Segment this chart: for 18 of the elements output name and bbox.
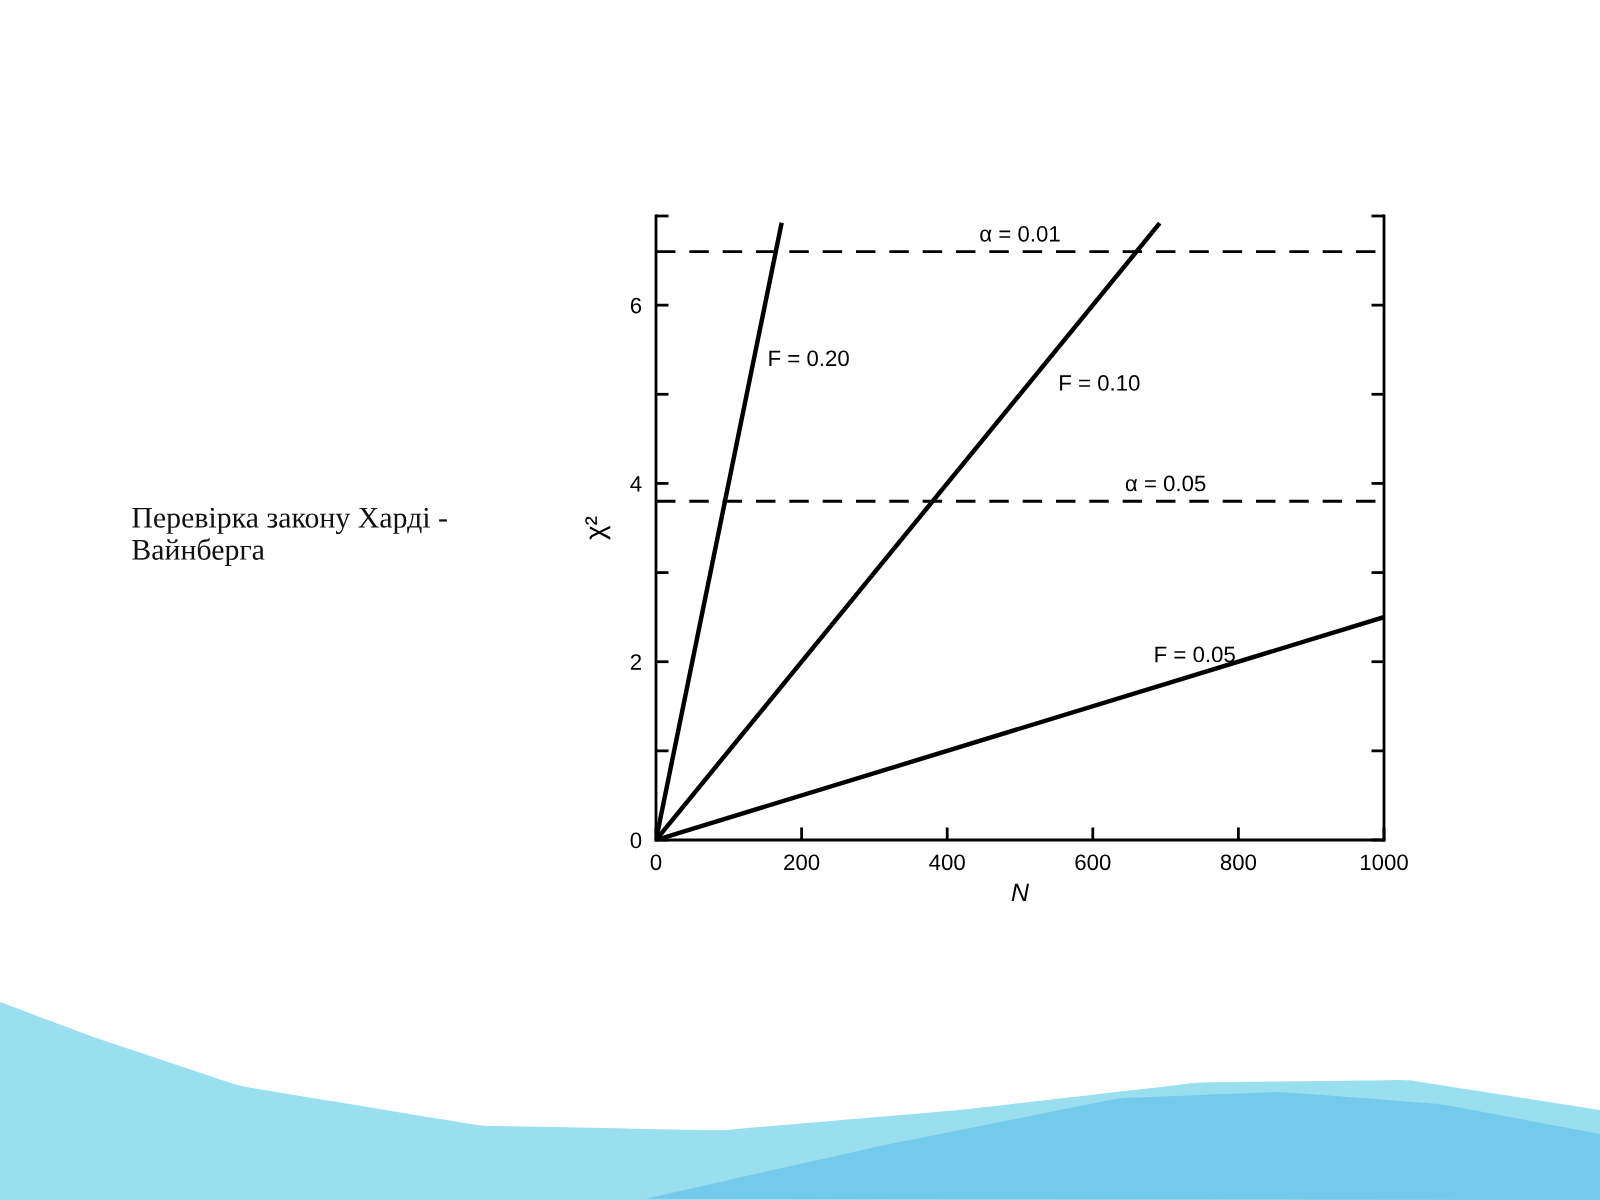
series-label: F = 0.05 (1155, 646, 1235, 663)
y-axis-title: χ² (585, 516, 611, 540)
x-tick-label: 400 (929, 854, 965, 871)
y-tick-label: 0 (630, 832, 642, 849)
x-tick-label: 200 (784, 854, 820, 871)
x-tick-label: 1000 (1360, 854, 1408, 871)
series-label: F = 0.20 (769, 350, 849, 367)
series-label: F = 0.10 (1060, 375, 1140, 391)
annotation: α = 0.05 (1125, 475, 1206, 492)
y-tick-label: 2 (630, 654, 641, 670)
text: Перевірка закону Харді - Вайнберга (132, 507, 447, 566)
annotation: α = 0.01 (980, 225, 1060, 242)
y-tick-label: 4 (630, 476, 642, 492)
x-tick-label: 800 (1220, 854, 1257, 871)
x-tick-label: 0 (650, 854, 662, 871)
y-tick-label: 6 (630, 297, 642, 314)
x-axis-title: N (1011, 883, 1030, 902)
x-tick-label: 600 (1075, 854, 1111, 871)
